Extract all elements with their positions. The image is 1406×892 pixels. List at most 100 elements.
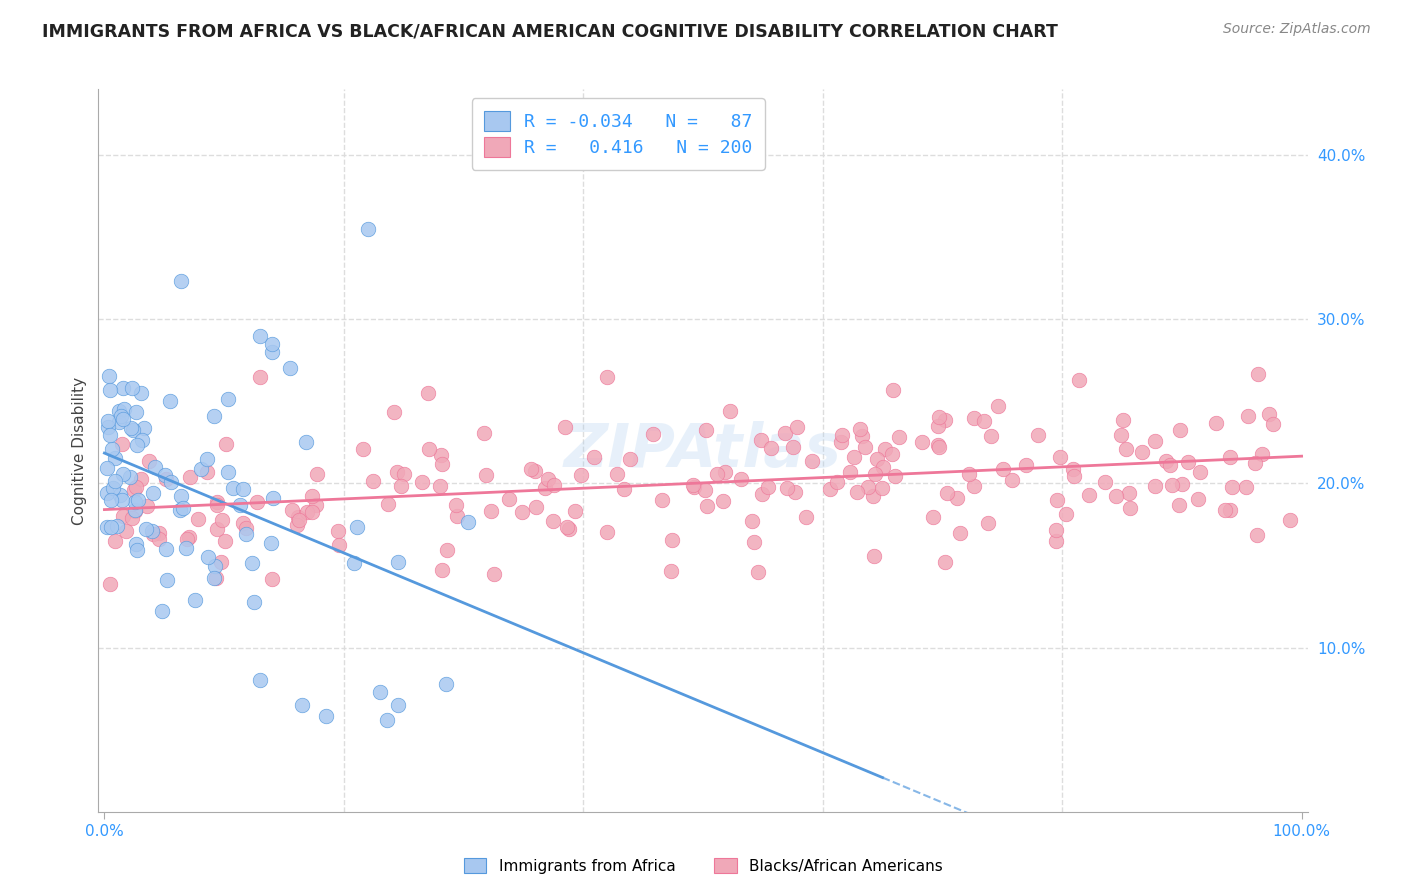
Point — [1177, 455, 1199, 469]
Point — [416, 386, 439, 401]
Point — [217, 465, 239, 479]
Point — [150, 605, 173, 619]
Point — [711, 494, 734, 508]
Point — [1156, 454, 1178, 468]
Point — [260, 345, 283, 359]
Point — [145, 460, 167, 475]
Point — [418, 442, 440, 457]
Point — [831, 428, 853, 442]
Point — [262, 491, 284, 506]
Point — [211, 513, 233, 527]
Point — [104, 450, 127, 465]
Point — [1026, 427, 1049, 442]
Point — [934, 555, 956, 569]
Point — [346, 520, 368, 534]
Point — [870, 481, 893, 495]
Point — [141, 524, 163, 539]
Point — [533, 481, 555, 495]
Point — [883, 469, 905, 483]
Point — [111, 508, 134, 523]
Point — [375, 714, 398, 728]
Point — [297, 505, 319, 519]
Point — [482, 566, 505, 581]
Point — [554, 420, 576, 434]
Point — [498, 492, 520, 507]
Point — [305, 467, 328, 481]
Point — [135, 522, 157, 536]
Point — [872, 459, 894, 474]
Point — [457, 515, 479, 529]
Point — [1258, 407, 1281, 421]
Point — [108, 488, 131, 502]
Point — [523, 463, 546, 477]
Point — [377, 497, 399, 511]
Point — [962, 479, 984, 493]
Point — [222, 481, 245, 495]
Point — [305, 498, 328, 512]
Point — [430, 457, 453, 471]
Point — [328, 524, 350, 539]
Point — [830, 434, 852, 449]
Point — [278, 361, 301, 376]
Point — [430, 563, 453, 577]
Point — [825, 475, 848, 489]
Point — [882, 384, 904, 398]
Point — [1094, 475, 1116, 489]
Point — [197, 549, 219, 564]
Point — [1220, 480, 1243, 494]
Point — [170, 274, 193, 288]
Point — [107, 415, 129, 429]
Point — [187, 512, 209, 526]
Point — [1049, 450, 1071, 464]
Point — [991, 462, 1014, 476]
Point — [714, 465, 737, 479]
Point — [973, 414, 995, 428]
Point — [773, 425, 796, 440]
Point — [124, 503, 146, 517]
Point — [127, 542, 149, 557]
Point — [301, 489, 323, 503]
Point — [205, 571, 228, 585]
Point — [159, 475, 181, 489]
Text: IMMIGRANTS FROM AFRICA VS BLACK/AFRICAN AMERICAN COGNITIVE DISABILITY CORRELATIO: IMMIGRANTS FROM AFRICA VS BLACK/AFRICAN … — [42, 22, 1059, 40]
Point — [696, 499, 718, 513]
Point — [1109, 427, 1132, 442]
Point — [759, 441, 782, 455]
Point — [285, 518, 308, 533]
Point — [695, 423, 717, 437]
Point — [287, 510, 309, 524]
Point — [387, 555, 409, 569]
Point — [706, 467, 728, 481]
Point — [541, 515, 564, 529]
Point — [1219, 503, 1241, 517]
Point — [120, 420, 142, 434]
Point — [205, 522, 228, 536]
Point — [138, 454, 160, 468]
Point — [571, 467, 593, 482]
Point — [155, 541, 177, 556]
Point — [718, 404, 741, 418]
Point — [661, 533, 683, 547]
Point — [839, 466, 862, 480]
Point — [174, 541, 197, 555]
Point — [243, 595, 266, 609]
Point — [683, 480, 706, 494]
Legend: R = -0.034   N =   87, R =   0.416   N = 200: R = -0.034 N = 87, R = 0.416 N = 200 — [471, 98, 765, 169]
Point — [1236, 409, 1258, 424]
Point — [1054, 507, 1077, 521]
Point — [389, 478, 412, 492]
Point — [1078, 488, 1101, 502]
Point — [98, 427, 121, 442]
Point — [1015, 458, 1038, 472]
Point — [148, 532, 170, 546]
Point — [1045, 533, 1067, 548]
Point — [214, 533, 236, 548]
Point — [215, 436, 238, 450]
Point — [957, 467, 980, 481]
Point — [1187, 492, 1209, 507]
Point — [352, 442, 374, 457]
Point — [946, 491, 969, 505]
Point — [1171, 477, 1194, 491]
Point — [411, 475, 433, 489]
Legend: Immigrants from Africa, Blacks/African Americans: Immigrants from Africa, Blacks/African A… — [457, 852, 949, 880]
